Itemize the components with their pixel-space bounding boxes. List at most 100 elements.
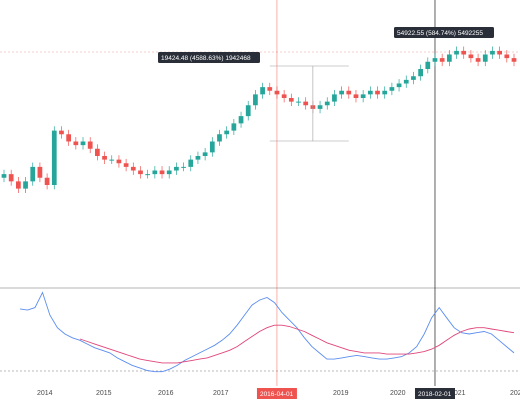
candle-body xyxy=(1,174,7,178)
measure-tooltip-text: 54922.55 (584.74%) 5492255 xyxy=(397,30,483,37)
candle xyxy=(288,93,294,106)
candle xyxy=(87,137,93,154)
candle xyxy=(482,50,488,67)
candle-body xyxy=(87,141,93,149)
candle-body xyxy=(382,90,388,95)
candle-body xyxy=(145,174,151,176)
candle xyxy=(152,166,158,179)
candle xyxy=(73,137,79,150)
marker-tag-label: 2016-04-01 xyxy=(260,391,294,398)
candle-body xyxy=(217,134,222,142)
candle-body xyxy=(138,170,143,175)
candle-body xyxy=(202,152,208,156)
time-axis-label: 2021 xyxy=(450,390,466,397)
candle xyxy=(231,119,237,135)
candle xyxy=(130,162,136,175)
candle-body xyxy=(468,54,474,59)
candle xyxy=(159,166,165,179)
candles-group xyxy=(1,46,517,193)
candle xyxy=(195,151,201,164)
candle-body xyxy=(44,177,50,185)
candle-body xyxy=(454,50,459,55)
candle-body xyxy=(123,163,129,167)
time-axis-label: 2015 xyxy=(96,390,112,397)
candle-body xyxy=(482,54,488,62)
candle xyxy=(30,162,36,186)
marker-tag-box xyxy=(256,388,297,399)
candle-body xyxy=(303,101,309,106)
candle xyxy=(475,53,481,67)
measure-tooltip-box xyxy=(394,27,494,38)
candle-body xyxy=(411,76,416,80)
candle-body xyxy=(166,170,172,175)
candle-body xyxy=(432,58,438,62)
candle xyxy=(461,46,467,59)
candle-body xyxy=(102,156,107,160)
candle xyxy=(59,126,64,139)
candle xyxy=(468,50,474,63)
candle xyxy=(181,162,186,172)
candle-body xyxy=(174,166,179,171)
candle-body xyxy=(30,166,36,182)
candle-body xyxy=(195,156,201,160)
candle-body xyxy=(224,130,230,135)
marker-tag: 2016-04-01 xyxy=(256,388,297,399)
candle-body xyxy=(288,98,294,102)
candle xyxy=(403,75,409,88)
candle-body xyxy=(188,159,194,167)
candle xyxy=(109,155,115,164)
candle xyxy=(253,90,258,110)
candle xyxy=(95,144,100,161)
candle-body xyxy=(253,94,258,106)
candle xyxy=(367,86,373,99)
candle xyxy=(490,46,495,59)
candle xyxy=(188,155,194,172)
candle xyxy=(8,169,14,186)
candle-body xyxy=(324,101,330,106)
candle-body xyxy=(209,141,215,153)
candle xyxy=(411,71,416,85)
candle-body xyxy=(245,105,251,117)
measure-tooltip: 54922.55 (584.74%) 5492255 xyxy=(394,27,494,38)
candle xyxy=(425,57,431,74)
candle xyxy=(166,166,172,179)
candle xyxy=(274,86,280,99)
candle xyxy=(66,129,72,146)
candle-body xyxy=(109,159,115,161)
time-axis-label: 2014 xyxy=(37,390,53,397)
candle xyxy=(224,126,230,139)
candle-body xyxy=(511,58,517,62)
candle xyxy=(138,166,143,179)
marker-tag: 2018-02-01 xyxy=(414,388,455,399)
candle xyxy=(281,90,287,103)
candle xyxy=(324,97,330,110)
candle-body xyxy=(389,87,395,91)
candle-body xyxy=(73,141,79,146)
candle-body xyxy=(475,58,481,62)
candle-body xyxy=(274,90,280,95)
oscillator-slow-line xyxy=(79,324,515,364)
candle xyxy=(396,79,402,92)
candle-body xyxy=(490,50,495,55)
candle-body xyxy=(260,87,265,95)
candle xyxy=(389,82,395,96)
candle xyxy=(432,53,438,67)
candle xyxy=(504,50,510,63)
measure-tooltip-box xyxy=(158,52,260,63)
candle xyxy=(418,64,423,81)
candle-body xyxy=(446,54,452,62)
candle-body xyxy=(346,90,352,95)
candle-body xyxy=(80,141,86,146)
candle xyxy=(375,86,380,99)
measure-tooltip: 19424.48 (4588.63%) 1942468 xyxy=(158,52,260,63)
candle-body xyxy=(231,123,237,131)
candle xyxy=(296,97,301,106)
time-axis-label: 2020 xyxy=(390,390,406,397)
candle-body xyxy=(461,50,467,55)
candle xyxy=(353,90,359,103)
candle-body xyxy=(15,181,21,189)
candle xyxy=(260,82,265,99)
candle xyxy=(80,137,86,150)
